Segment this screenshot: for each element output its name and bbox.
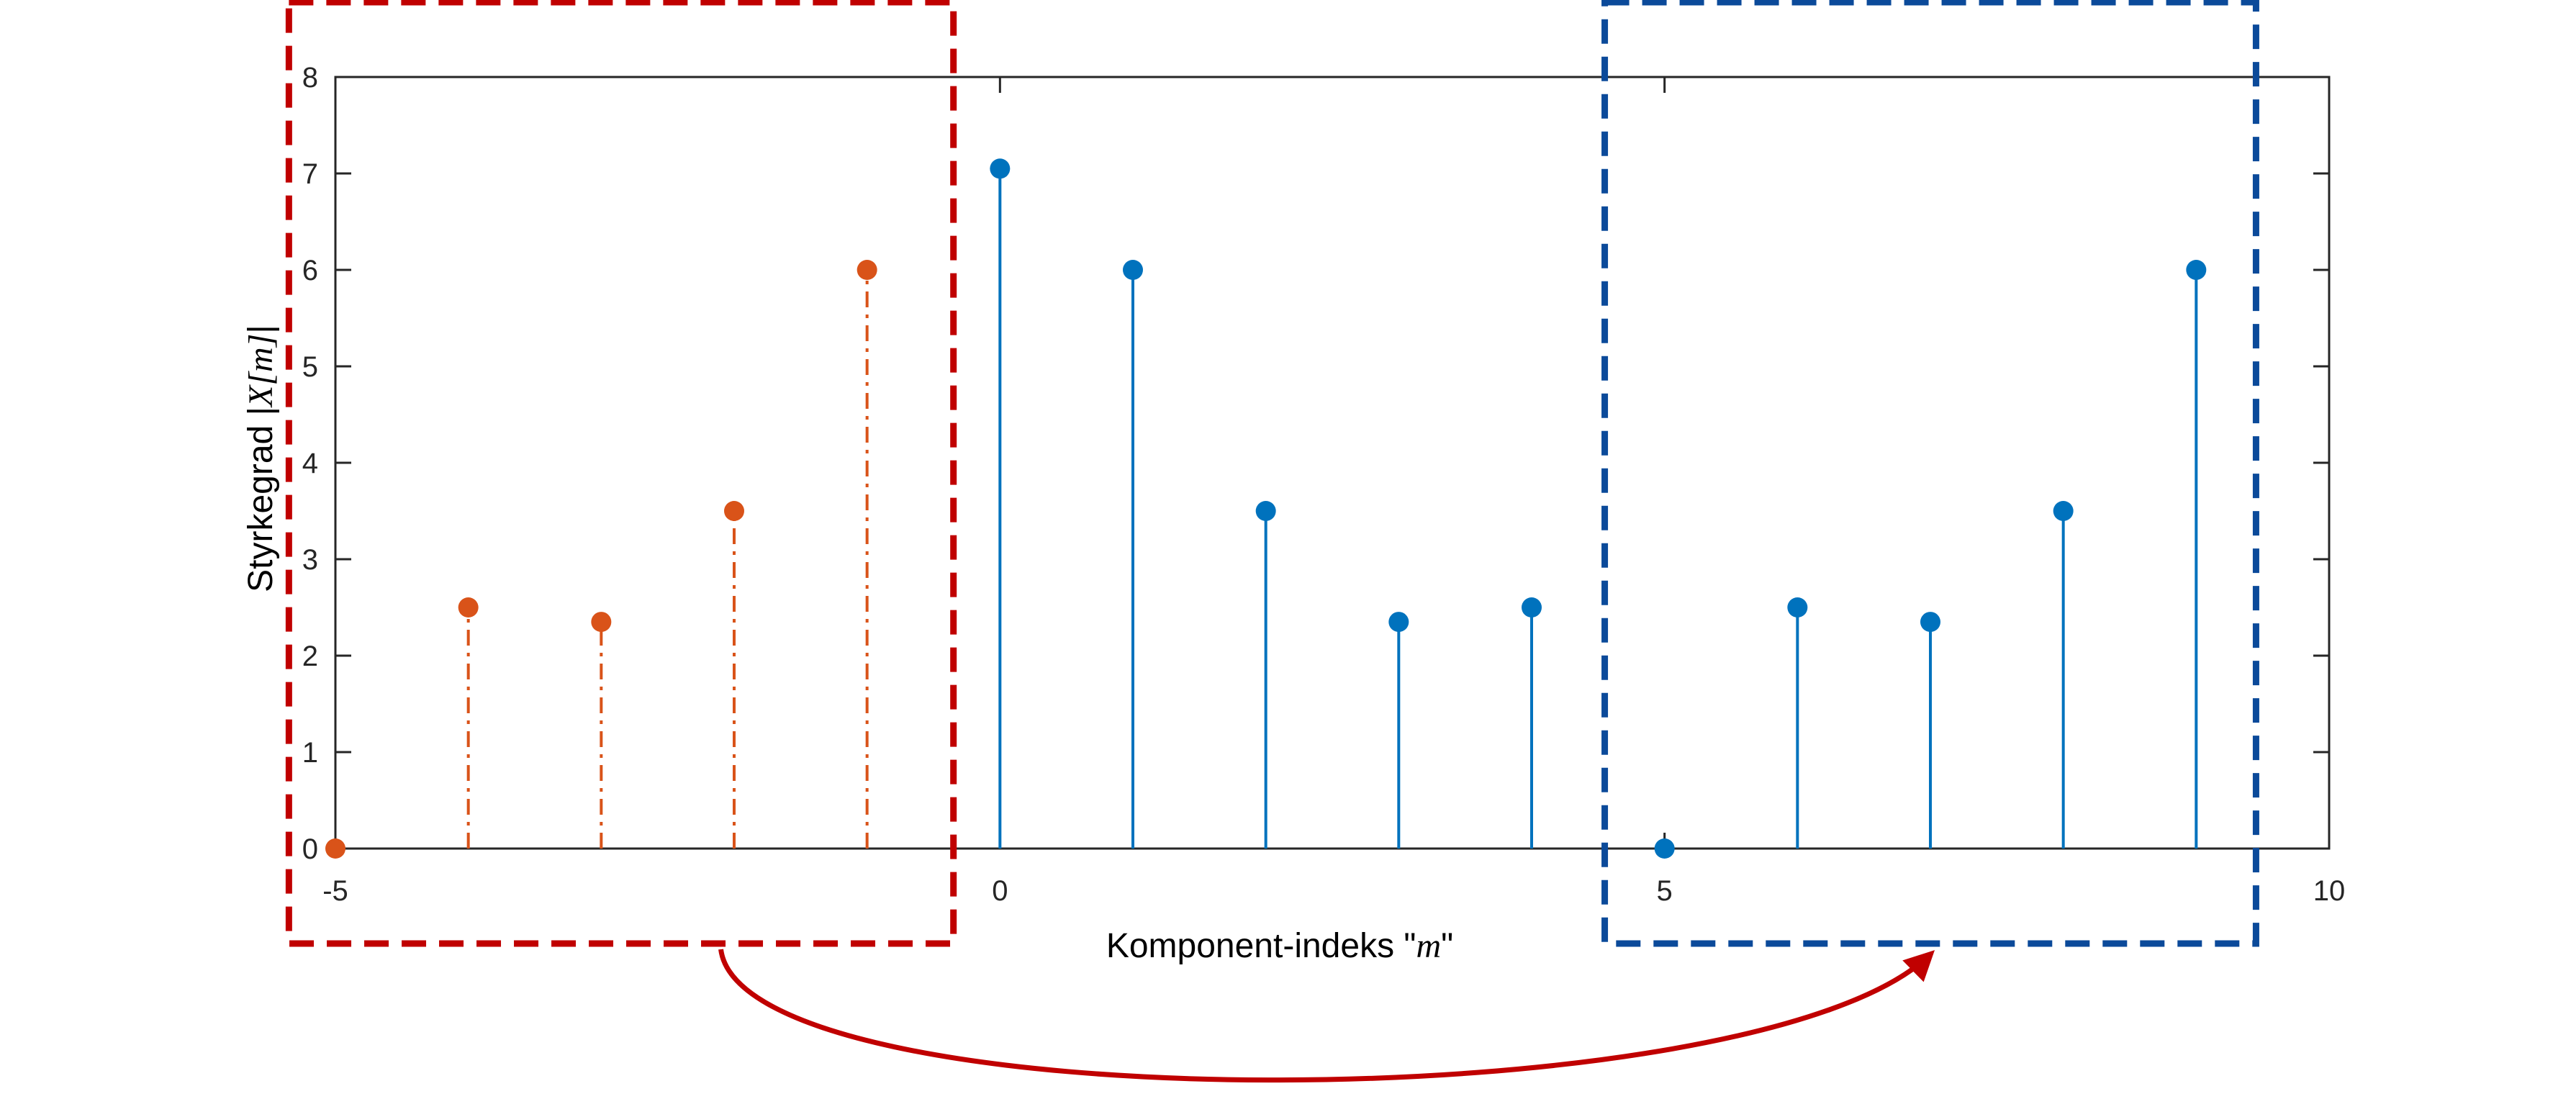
x-axis-label-prefix: Komponent-indeks " [1106,927,1416,965]
blue-dashed-box [1601,0,2259,947]
y-axis-label-math: X[m] [242,334,280,408]
red-dashed-box [285,0,957,947]
y-axis-label-prefix: Styrkegrad | [242,407,280,592]
stem-marker [1654,838,1675,859]
y-tick-label: 7 [302,158,318,190]
y-tick-label: 3 [302,544,318,576]
stems [325,158,2207,859]
x-axis-label: Komponent-indeks "m" [1106,927,1453,965]
stem-marker [458,597,479,618]
y-axis-label: Styrkegrad |X[m]| [242,325,280,592]
annotations [285,0,2259,1083]
stem-marker [1920,612,1940,633]
x-tick-label: 5 [1657,875,1673,907]
stem-marker [2053,501,2074,521]
x-axis-label-suffix: " [1441,927,1453,965]
y-tick-label: 2 [302,641,318,672]
y-tick-label: 0 [302,833,318,865]
y-tick-label: 8 [302,62,318,94]
stem-marker [1787,597,1808,618]
x-tick-label: -5 [322,875,348,907]
stem-series-2 [990,158,2207,859]
plot-frame [334,76,2331,850]
stem-marker [591,612,612,633]
y-tick-label: 1 [302,737,318,769]
stem-marker [2186,260,2207,280]
x-axis-label-variable: m [1416,927,1441,965]
stem-marker [1522,597,1542,618]
x-tick-label: 10 [2313,875,2346,907]
y-tick-label: 4 [302,448,318,479]
y-tick-label: 6 [302,255,318,286]
x-tick-label: 0 [992,875,1008,907]
stem-marker [857,260,877,280]
stem-marker [724,501,744,521]
stem-marker [1123,260,1143,280]
stem-series-1 [325,260,877,859]
stem-marker [325,838,345,859]
stem-marker [1255,501,1276,521]
y-tick-label: 5 [302,351,318,383]
stem-marker [1388,612,1409,633]
stem-marker [990,158,1011,179]
y-axis-label-suffix: | [242,325,280,333]
curved-arrow [718,949,1935,1083]
